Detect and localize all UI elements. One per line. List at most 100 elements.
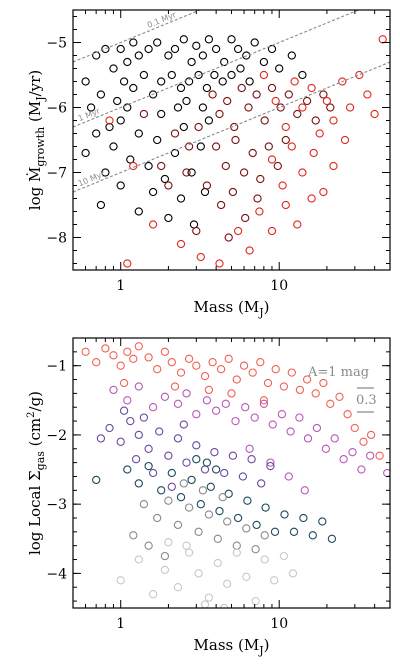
point-s0-42 [259,396,269,405]
point-s0-3 [109,351,118,360]
point-s1-16 [248,148,257,158]
point-s0-70 [123,103,132,112]
point-s4-16 [179,479,188,488]
point-s0-6 [129,354,138,363]
point-s0-37 [167,70,176,80]
point-s0-28 [86,103,96,112]
point-s0-23 [259,57,269,67]
point-s2-5 [307,83,316,93]
point-s0-34 [139,70,149,80]
point-s0-41 [202,83,212,93]
point-s0-23 [263,378,273,388]
point-s3-1 [134,479,143,488]
point-s2-16 [298,168,307,177]
point-s2-34 [176,239,186,249]
point-s5-14 [270,576,279,585]
point-s2-26 [233,226,243,236]
point-s5-2 [148,590,158,599]
point-s2-16 [257,479,266,488]
point-s4-8 [223,517,232,526]
point-s3-4 [167,468,176,478]
point-s2-22 [119,406,129,415]
point-s0-0 [81,77,90,86]
point-s0-49 [101,168,110,177]
point-s2-24 [179,420,188,429]
point-s1-34 [224,233,233,242]
point-s2-18 [319,187,328,197]
point-s0-20 [233,44,243,54]
point-s0-56 [160,174,170,184]
point-s0-8 [144,44,153,54]
point-s2-13 [228,451,238,460]
point-s2-30 [123,259,132,268]
point-s1-3 [148,403,158,412]
point-s0-64 [134,207,143,216]
point-s0-12 [179,35,188,44]
point-s1-19 [273,161,282,171]
point-s0-2 [101,344,110,353]
point-s2-19 [329,161,338,171]
point-s0-26 [287,51,296,60]
point-s5-5 [184,548,194,557]
point-s0-1 [92,358,101,367]
point-s1-11 [293,109,302,119]
point-s2-31 [105,116,114,125]
point-s1-29 [157,161,166,171]
point-s5-6 [194,569,203,578]
point-s1-9 [211,406,221,415]
point-s4-18 [218,493,227,502]
reference-line-1 [73,10,360,128]
x-tick-label: 10 [270,616,288,632]
point-s0-13 [187,57,196,67]
point-s1-32 [182,168,191,177]
point-s2-15 [247,455,256,464]
point-s0-0 [81,347,90,356]
point-s1-13 [221,161,230,171]
point-s0-54 [144,161,153,171]
point-s1-0 [208,90,217,99]
point-s0-21 [248,368,257,377]
legend-extinction-value: 0.3 [356,393,377,408]
point-s0-27 [298,70,307,80]
point-s1-0 [109,385,118,395]
point-s1-31 [300,486,309,495]
point-s1-1 [123,396,132,405]
reference-line-label-0: 0.1 Myr [146,10,178,30]
point-s0-47 [81,148,90,158]
point-s2-25 [307,194,316,203]
point-s0-71 [157,109,166,119]
point-s5-19 [164,538,173,547]
point-s3-5 [176,493,186,502]
point-s2-3 [134,430,143,440]
point-s2-13 [267,155,277,164]
point-s2-4 [144,444,153,453]
point-s0-32 [335,392,344,401]
point-s0-45 [236,64,245,73]
point-s2-17 [266,461,275,471]
point-s2-6 [164,451,173,460]
point-s5-16 [288,569,298,578]
point-s2-21 [96,434,106,443]
point-s1-4 [237,83,246,93]
point-s5-8 [213,558,222,568]
point-s2-10 [200,465,210,474]
point-s0-32 [119,77,129,86]
point-s2-12 [220,468,229,478]
point-s2-21 [255,207,264,216]
point-s1-20 [281,135,290,145]
point-s3-25 [92,475,101,485]
point-s3-9 [215,506,224,516]
point-s1-15 [268,420,277,429]
point-s0-10 [164,51,173,60]
point-s0-38 [119,378,129,388]
point-s1-12 [241,403,250,412]
y-tick-label: −3 [46,497,67,513]
bottom-panel: 1 10 −4 −3 −2 −1 A=1 mag 0.3 Mass (MJ​) log Lo… [26,337,391,657]
point-s0-17 [216,365,226,374]
point-s0-50 [109,142,118,151]
top-panel-y-axis-label: log Ṁgrowth (MJ/yr) [26,70,47,210]
point-s2-17 [309,148,318,158]
x-tick-label: 1 [116,278,125,294]
point-s1-26 [170,129,180,138]
point-s2-36 [378,35,387,44]
